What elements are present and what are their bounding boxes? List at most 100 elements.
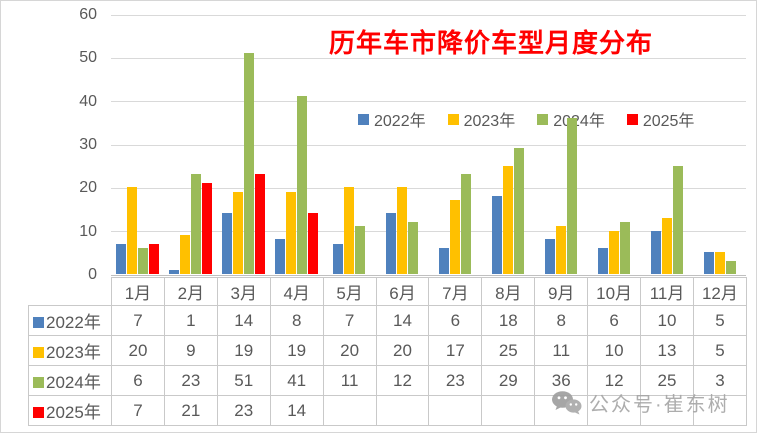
table-header-cell: 8月	[481, 277, 536, 306]
bar-2024年-5月	[355, 226, 366, 274]
bar-2022年-6月	[386, 213, 397, 274]
legend-item-2025年: 2025年	[626, 107, 694, 131]
bar-2024年-7月	[460, 174, 471, 274]
bar-2022年-3月	[221, 213, 232, 274]
series-swatch	[33, 377, 44, 389]
month-group-6月	[376, 14, 429, 274]
legend-swatch	[358, 113, 369, 125]
series-swatch	[33, 317, 44, 329]
month-group-7月	[429, 14, 482, 274]
bar-2022年-9月	[544, 239, 555, 274]
table-header-cell: 12月	[692, 277, 747, 306]
month-group-12月	[693, 14, 746, 274]
x-axis-line	[111, 274, 746, 276]
bar-2025年-3月	[254, 174, 265, 274]
month-group-3月	[217, 14, 270, 274]
table-cell: 41	[269, 365, 324, 396]
month-group-5月	[323, 14, 376, 274]
bar-2023年-12月	[714, 252, 725, 274]
table-cell: 23	[163, 365, 218, 396]
bar-2024年-4月	[296, 96, 307, 274]
table-corner-cell	[29, 278, 112, 306]
legend-swatch	[626, 113, 638, 125]
bar-2023年-3月	[232, 191, 243, 274]
table-cell: 20	[322, 335, 377, 366]
gridline	[111, 101, 746, 103]
bar-2022年-10月	[597, 248, 608, 274]
y-axis-tick-label: 10	[79, 222, 97, 240]
table-cell: 5	[692, 335, 747, 366]
gridline	[111, 57, 746, 59]
bar-2023年-1月	[126, 187, 137, 274]
bar-2022年-4月	[274, 239, 285, 274]
legend-item-2024年: 2024年	[537, 107, 605, 131]
month-group-11月	[640, 14, 693, 274]
bar-2025年-2月	[201, 183, 212, 274]
table-cell	[481, 395, 536, 426]
table-header-cell: 2月	[163, 277, 218, 306]
table-cell: 20	[375, 335, 430, 366]
table-cell: 12	[587, 365, 642, 396]
gridline	[111, 231, 746, 233]
table-cell: 17	[428, 335, 483, 366]
bar-2025年-4月	[307, 213, 318, 274]
month-group-2月	[164, 14, 217, 274]
table-cell: 21	[163, 395, 218, 426]
table-header-cell: 7月	[428, 277, 483, 306]
table-cell: 25	[481, 335, 536, 366]
table-cell: 19	[269, 335, 324, 366]
bar-2023年-11月	[661, 217, 672, 274]
table-row-label: 2023年	[28, 335, 112, 366]
watermark: 公众号·崔东树	[551, 388, 730, 417]
table-cell	[587, 395, 642, 426]
bar-2022年-12月	[703, 252, 714, 274]
watermark-text: 公众号·崔东树	[589, 394, 730, 416]
legend-item-2023年: 2023年	[447, 107, 515, 131]
table-cell: 19	[216, 335, 271, 366]
table-cell: 23	[216, 395, 271, 426]
table-cell: 14	[269, 395, 324, 426]
bar-2024年-1月	[137, 248, 148, 274]
table-cell	[375, 395, 430, 426]
bar-2023年-6月	[397, 187, 408, 274]
bar-2023年-5月	[344, 187, 355, 274]
table-header-cell: 3月	[216, 277, 271, 306]
bar-2023年-8月	[502, 165, 513, 274]
table-row-2023年: 2023年 20 9 19 19 20 20 17 25 11 10 13 5	[28, 335, 747, 366]
table-header-cell: 9月	[534, 277, 589, 306]
bar-2024年-6月	[408, 222, 419, 274]
table-cell: 51	[216, 365, 271, 396]
table-cell: 6	[428, 305, 483, 336]
table-cell: 13	[640, 335, 694, 366]
bar-2025年-1月	[148, 243, 159, 274]
table-header-cell: 5月	[322, 277, 377, 306]
bar-2022年-11月	[650, 230, 661, 274]
bar-2024年-3月	[243, 53, 254, 274]
table-row-label: 2025年	[28, 395, 112, 426]
table-cell: 6	[587, 305, 642, 336]
bar-2024年-9月	[566, 118, 577, 274]
table-header-cell: 6月	[375, 277, 430, 306]
y-axis-tick-label: 40	[79, 92, 97, 110]
gridline	[111, 187, 746, 189]
table-row-2024年: 2024年 6 23 51 41 11 12 23 29 36 12 25 3	[28, 365, 747, 396]
legend-label: 2024年	[553, 113, 605, 130]
table-cell	[640, 395, 694, 426]
table-row-2022年: 2022年 7 1 14 8 7 14 6 18 8 6 10 5	[28, 305, 747, 336]
series-swatch	[33, 407, 44, 419]
table-header-cell: 11月	[640, 277, 694, 306]
y-axis-tick-label: 30	[79, 136, 97, 153]
bar-2022年-1月	[115, 243, 126, 274]
table-cell: 5	[692, 305, 747, 336]
table-cell: 8	[534, 305, 589, 336]
table-cell: 20	[111, 335, 165, 366]
bar-2023年-10月	[608, 230, 619, 274]
table-cell	[692, 395, 747, 426]
bar-2022年-8月	[491, 196, 502, 274]
table-cell: 11	[534, 335, 589, 366]
legend-swatch	[537, 113, 549, 125]
table-cell: 14	[375, 305, 430, 336]
table-cell: 1	[163, 305, 218, 336]
y-axis-tick-label: 0	[88, 266, 97, 283]
